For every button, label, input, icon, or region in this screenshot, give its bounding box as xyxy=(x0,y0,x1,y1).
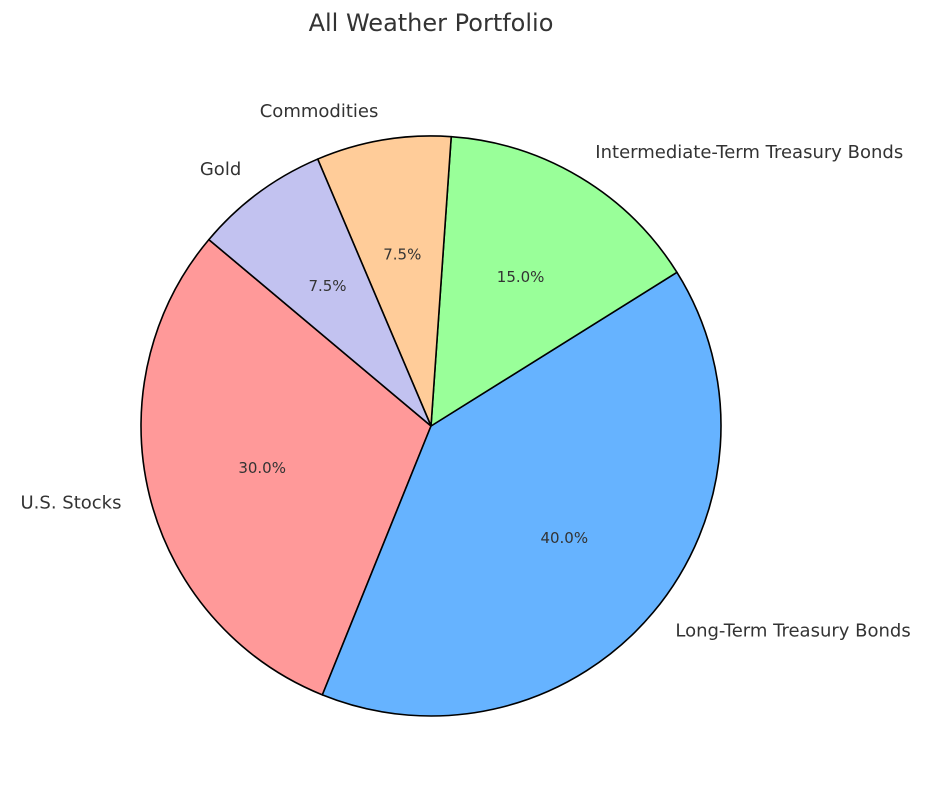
pie-slice-long-term-treasury-bonds xyxy=(321,271,722,717)
pie-slice-gold xyxy=(208,158,432,427)
pie-category-label-long-term-treasury-bonds: Long-Term Treasury Bonds xyxy=(675,621,910,642)
pie-pct-label-u-s-stocks: 30.0% xyxy=(238,459,286,477)
pie-category-label-commodities: Commodities xyxy=(260,101,379,122)
pie-category-label-u-s-stocks: U.S. Stocks xyxy=(21,493,122,514)
pie-pct-label-long-term-treasury-bonds: 40.0% xyxy=(540,529,588,547)
chart-title: All Weather Portfolio xyxy=(309,9,554,37)
pie-category-label-gold: Gold xyxy=(200,159,241,180)
pie-category-label-intermediate-term-treasury-bonds: Intermediate-Term Treasury Bonds xyxy=(595,142,903,163)
pie-slice-intermediate-term-treasury-bonds xyxy=(430,135,678,427)
pie-pct-label-commodities: 7.5% xyxy=(383,245,421,263)
pie-slices xyxy=(140,135,722,717)
pie-labels: 30.0% U.S. Stocks 40.0% Long-Term Treasury … xyxy=(21,101,911,642)
pie-slice-commodities xyxy=(316,135,453,427)
pie-slice-u-s-stocks xyxy=(140,238,432,696)
pie-pct-label-gold: 7.5% xyxy=(308,277,346,295)
pie-pct-label-intermediate-term-treasury-bonds: 15.0% xyxy=(497,268,545,286)
